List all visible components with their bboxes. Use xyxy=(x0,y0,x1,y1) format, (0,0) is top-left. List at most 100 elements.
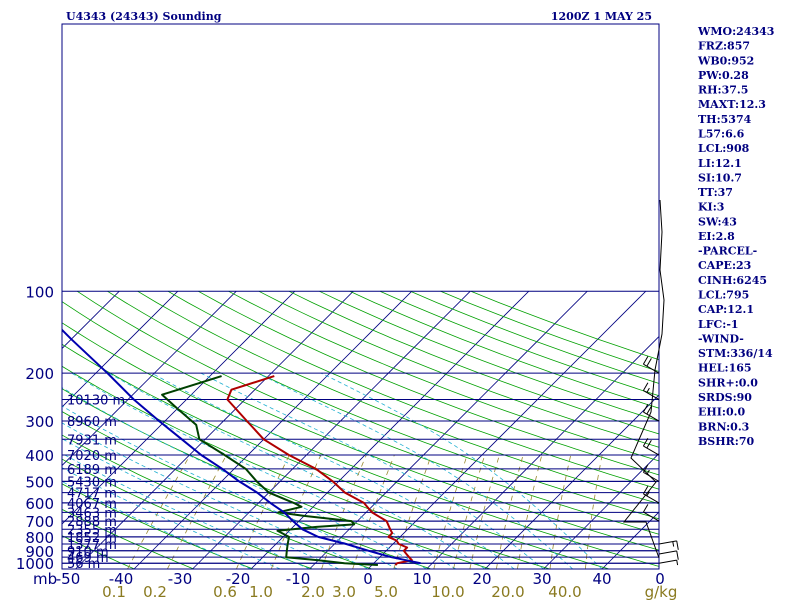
dry-adiabat-line xyxy=(319,290,659,422)
wind-barb-flag xyxy=(642,404,649,413)
wind-barbs xyxy=(622,199,679,566)
moist-adiabat-line xyxy=(62,422,369,569)
mixing-ratio-line xyxy=(270,454,322,569)
grid-layer xyxy=(0,290,659,569)
mixing-ratio-line xyxy=(167,454,227,569)
wind-barb-flag xyxy=(642,382,649,391)
index-item: SW:43 xyxy=(698,215,737,228)
dry-adiabat-line xyxy=(62,483,254,569)
height-label: 5430 m xyxy=(67,475,117,490)
temperature-tick-label: -40 xyxy=(109,570,134,588)
temperature-tick-label: 20 xyxy=(472,570,491,588)
index-item: L57:6.6 xyxy=(698,127,745,140)
wind-barb-staff xyxy=(658,559,677,564)
index-item: CINH:6245 xyxy=(698,274,767,287)
pressure-tick-label: 100 xyxy=(25,283,54,301)
index-item: RH:37.5 xyxy=(698,84,748,97)
dewpoint-trace xyxy=(161,375,378,566)
index-item: MAXT:12.3 xyxy=(698,98,766,111)
height-label: 1852 m xyxy=(67,531,117,546)
mixing-ratio-tick-label: 2.0 xyxy=(301,583,325,600)
dry-adiabat-line xyxy=(62,388,491,569)
height-label: 1377 m xyxy=(67,538,117,553)
dry-adiabat-line xyxy=(62,301,659,551)
dry-adiabat-line xyxy=(228,290,659,462)
pressure-tick-label: 200 xyxy=(25,365,54,383)
dry-adiabat-line xyxy=(62,411,432,569)
wind-barb-flag xyxy=(642,504,649,513)
wind-barb-half-flag xyxy=(646,387,650,393)
pressure-tick-label: 600 xyxy=(25,495,54,513)
height-label: 7020 m xyxy=(67,449,117,464)
curve-layer xyxy=(62,328,421,566)
dry-adiabat-line xyxy=(62,458,313,569)
wind-barb-half-flag xyxy=(646,469,650,475)
mixing-ratio-line xyxy=(549,454,572,569)
wind-barb-staff xyxy=(643,445,660,456)
temperature-tick-label: 40 xyxy=(592,570,611,588)
wind-barb-flag xyxy=(676,550,679,560)
wind-barb-staff xyxy=(643,363,660,374)
wind-barb-staff xyxy=(643,411,660,422)
mixing-ratio-line xyxy=(236,454,290,569)
wind-barb-half-flag xyxy=(676,560,679,566)
dry-adiabat-line xyxy=(62,322,659,567)
height-label: 10130 m xyxy=(67,394,125,409)
dry-adiabat-line xyxy=(62,508,194,569)
mixing-ratio-tick-label: 5.0 xyxy=(374,583,398,600)
pressure-tick-label: 300 xyxy=(25,413,54,431)
temperature-tick-label: 10 xyxy=(412,570,431,588)
moist-adiabat-line xyxy=(62,387,427,569)
isotherm-line xyxy=(62,291,295,525)
index-item: TH:5374 xyxy=(698,113,752,126)
moist-adiabat-line xyxy=(151,372,515,569)
dry-adiabat-line xyxy=(289,290,659,435)
index-item: BRN:0.3 xyxy=(698,420,749,433)
isotherm-line xyxy=(0,291,2,569)
isotherm-line xyxy=(543,452,659,569)
dry-adiabat-line xyxy=(62,343,610,569)
height-label: 910 m xyxy=(67,545,109,560)
pressure-tick-label: 900 xyxy=(25,543,54,561)
dry-adiabat-line xyxy=(167,290,659,490)
mixing-ratio-tick-label: 20.0 xyxy=(491,583,524,600)
wind-barb-staff xyxy=(658,540,677,545)
index-item: CAPE:23 xyxy=(698,259,751,272)
index-item: WB0:952 xyxy=(697,54,754,67)
mixing-ratio-tick-label: g/kg xyxy=(645,583,678,600)
mixing-ratio-tick-label: 1.0 xyxy=(249,583,273,600)
height-label: 56 m xyxy=(67,557,100,572)
wind-barb-flag xyxy=(646,358,652,367)
mixing-ratio-tick-label: 0.2 xyxy=(143,583,167,600)
index-item: PW:0.28 xyxy=(698,69,749,82)
dry-adiabat-line xyxy=(137,290,659,505)
wind-barb-flag xyxy=(646,439,652,449)
station-title: U4343 (24343) Sounding xyxy=(66,10,222,23)
wind-barb-half-flag xyxy=(646,491,650,497)
isotherm-line xyxy=(426,335,659,569)
index-item: SRDS:90 xyxy=(698,391,752,404)
dry-adiabat-line xyxy=(198,290,659,476)
temperature-tick-label: -10 xyxy=(286,570,311,588)
index-item: SI:10.7 xyxy=(698,171,742,184)
mixing-ratio-line xyxy=(321,454,367,569)
wind-profile-line xyxy=(622,199,665,559)
moist-adiabat-line xyxy=(62,481,252,569)
mixing-ratio-tick-label: 10.0 xyxy=(431,583,464,600)
pressure-tick-label: 1000 xyxy=(16,555,54,573)
isotherm-line xyxy=(250,291,529,569)
index-item: LI:12.1 xyxy=(698,157,742,170)
mixing-ratio-tick-label: 0.1 xyxy=(102,583,126,600)
index-item: LCL:795 xyxy=(698,289,749,302)
height-label: 6189 m xyxy=(67,463,117,478)
index-item: CAP:12.1 xyxy=(698,303,754,316)
temperature-tick-label: 0 xyxy=(655,570,665,588)
isotherm-line xyxy=(133,291,412,569)
index-item: SHR+:0.0 xyxy=(698,376,758,389)
temperature-trace xyxy=(226,375,413,566)
dry-adiabat-line xyxy=(258,290,659,448)
height-label: 4717 m xyxy=(67,487,117,502)
height-label: 2888 m xyxy=(67,515,117,530)
wind-barb-staff xyxy=(643,390,660,400)
pressure-tick-label: 800 xyxy=(25,529,54,547)
